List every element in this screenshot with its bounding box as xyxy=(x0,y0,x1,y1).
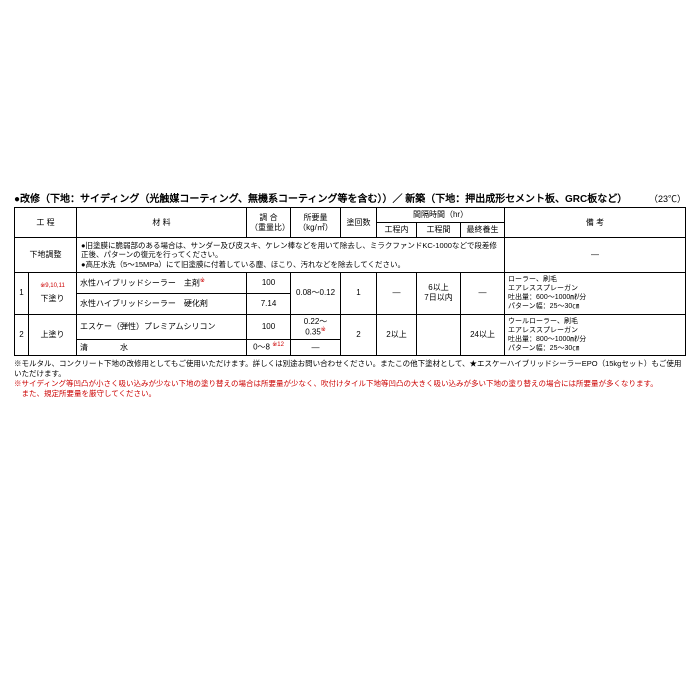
temperature-note: （23℃） xyxy=(649,192,686,205)
row2-chogo2-sup: ※12 xyxy=(272,342,284,348)
row1-nurikaisu: 1 xyxy=(341,273,377,314)
col-kankaku: 間隔時間（hr） xyxy=(377,208,505,223)
row1-chogo2: 7.14 xyxy=(247,294,291,314)
row1-sup: ※9,10,11 xyxy=(40,283,65,289)
row1-mat-sup: ※ xyxy=(200,278,205,284)
col-zairyo: 材 料 xyxy=(77,208,247,238)
col-biko: 備 考 xyxy=(505,208,686,238)
prep-biko: — xyxy=(505,238,686,273)
row2-shoyoryo-sup: ※ xyxy=(321,327,326,333)
col-kotei: 工 程 xyxy=(15,208,77,238)
row1-mat1: 水性ハイブリッドシーラー 主剤※ xyxy=(77,273,247,294)
section-title: ●改修（下地：サイディング（光触媒コーティング、無機系コーティング等を含む））／… xyxy=(14,190,627,205)
row1-chogo1: 100 xyxy=(247,273,291,294)
table-row: 1 ※9,10,11 下塗り 水性ハイブリッドシーラー 主剤※ 100 0.08… xyxy=(15,273,686,294)
row2-koteinai: 2以上 xyxy=(377,314,417,355)
footnote-2: ※サイディング等凹凸が小さく吸い込みが少ない下地の塗り替えの場合は所要量が少なく… xyxy=(14,379,686,389)
prep-note-2: ●高圧水洗（5〜15MPa）にて旧塗膜に付着している塵、ほこり、汚れなどを除去し… xyxy=(81,260,500,269)
row2-chogo2: 0〜8 ※12 xyxy=(247,340,291,356)
table-row: 2 上塗り エスケー（弾性）プレミアムシリコン 100 0.22〜0.35※ 2… xyxy=(15,314,686,340)
col-shoyoryo: 所要量 （kg/㎡） xyxy=(291,208,341,238)
row1-mat1-text: 水性ハイブリッドシーラー 主剤 xyxy=(80,279,200,288)
row1-shoyoryo: 0.08〜0.12 xyxy=(291,273,341,314)
prep-note-1: ●旧塗膜に脆弱部のある場合は、サンダー及び皮スキ、ケレン棒などを用いて除去し、ミ… xyxy=(81,241,500,260)
col-koteinai: 工程内 xyxy=(377,223,417,238)
row2-koteikan xyxy=(417,314,461,355)
row1-koteikan: 6以上 7日以内 xyxy=(417,273,461,314)
prep-label: 下地調整 xyxy=(15,238,77,273)
row1-biko: ローラー、刷毛 エアレススプレーガン 吐出量：600〜1000㎖/分 パターン幅… xyxy=(505,273,686,314)
spec-table: 工 程 材 料 調 合 （重量比） 所要量 （kg/㎡） 塗回数 間隔時間（hr… xyxy=(14,207,686,356)
row1-koteinai: — xyxy=(377,273,417,314)
row1-kotei: ※9,10,11 下塗り xyxy=(29,273,77,314)
row2-shoyoryo: 0.22〜0.35※ xyxy=(291,314,341,340)
col-saishu: 最終養生 xyxy=(461,223,505,238)
row1-kotei-label: 下塗り xyxy=(41,294,65,303)
footnotes: ※モルタル、コンクリート下地の改修用としてもご使用いただけます。詳しくは別途お問… xyxy=(14,359,686,400)
row2-chogo1: 100 xyxy=(247,314,291,340)
row2-chogo2-val: 0〜8 xyxy=(253,343,270,352)
row2-mat1: エスケー（弾性）プレミアムシリコン xyxy=(77,314,247,340)
row1-mat2: 水性ハイブリッドシーラー 硬化剤 xyxy=(77,294,247,314)
col-chogo: 調 合 （重量比） xyxy=(247,208,291,238)
col-koteikan: 工程間 xyxy=(417,223,461,238)
row1-no: 1 xyxy=(15,273,29,314)
row1-saishu: — xyxy=(461,273,505,314)
row2-biko: ウールローラー、刷毛 エアレススプレーガン 吐出量：800〜1000㎖/分 パタ… xyxy=(505,314,686,355)
col-nurikaisu: 塗回数 xyxy=(341,208,377,238)
row2-no: 2 xyxy=(15,314,29,355)
row2-shoyoryo2: — xyxy=(291,340,341,356)
row2-mat2: 清 水 xyxy=(77,340,247,356)
row2-saishu: 24以上 xyxy=(461,314,505,355)
prep-row: 下地調整 ●旧塗膜に脆弱部のある場合は、サンダー及び皮スキ、ケレン棒などを用いて… xyxy=(15,238,686,273)
footnote-3: また、規定所要量を厳守してください。 xyxy=(14,389,686,399)
footnote-1: ※モルタル、コンクリート下地の改修用としてもご使用いただけます。詳しくは別途お問… xyxy=(14,359,686,379)
row2-kotei: 上塗り xyxy=(29,314,77,355)
row2-nurikaisu: 2 xyxy=(341,314,377,355)
